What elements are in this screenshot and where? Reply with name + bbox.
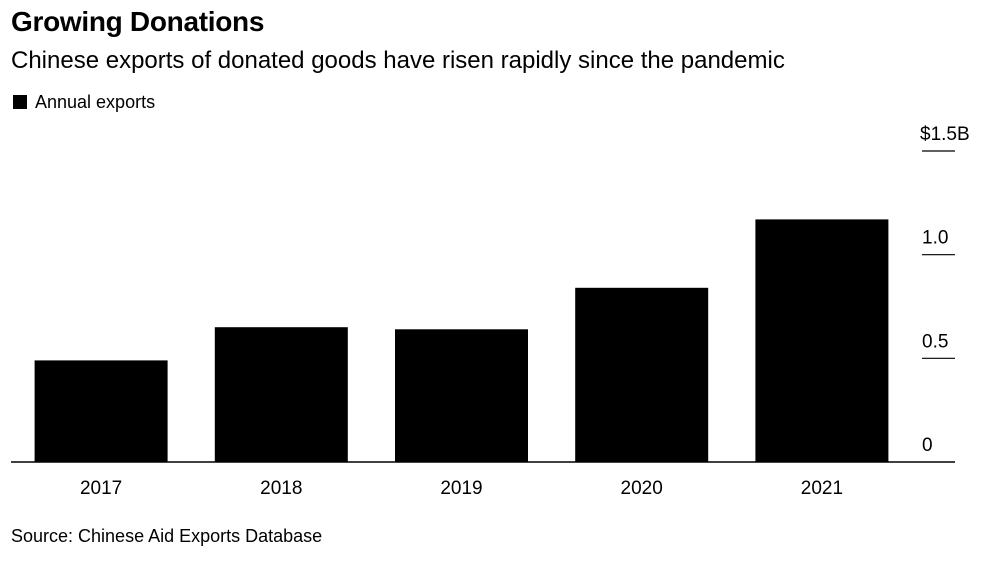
legend-label: Annual exports xyxy=(35,91,156,112)
y-tick-label: $1.5B xyxy=(920,124,970,145)
source-note: Source: Chinese Aid Exports Database xyxy=(11,526,323,546)
y-tick-label: 0.5 xyxy=(922,331,948,352)
y-tick-label: 0 xyxy=(922,435,933,456)
bar-2017 xyxy=(34,360,168,462)
legend-swatch xyxy=(13,95,27,109)
y-tick-label: 1.0 xyxy=(922,228,948,249)
bar-2020 xyxy=(575,287,709,462)
legend: Annual exports xyxy=(13,91,155,113)
chart-title: Growing Donations xyxy=(11,6,265,37)
x-tick-label-2019: 2019 xyxy=(440,478,482,499)
x-tick-label-2018: 2018 xyxy=(260,478,302,499)
x-tick-label-2017: 2017 xyxy=(80,478,122,499)
bar-chart: 2017 2018 2019 2020 2021 0 0.5 1.0 $1.5B xyxy=(11,124,970,499)
chart-subtitle: Chinese exports of donated goods have ri… xyxy=(11,47,785,74)
bar-2021 xyxy=(755,219,889,462)
x-tick-label-2020: 2020 xyxy=(621,478,663,499)
bar-2018 xyxy=(214,327,348,462)
bar-2019 xyxy=(395,329,528,462)
x-tick-label-2021: 2021 xyxy=(801,478,843,499)
